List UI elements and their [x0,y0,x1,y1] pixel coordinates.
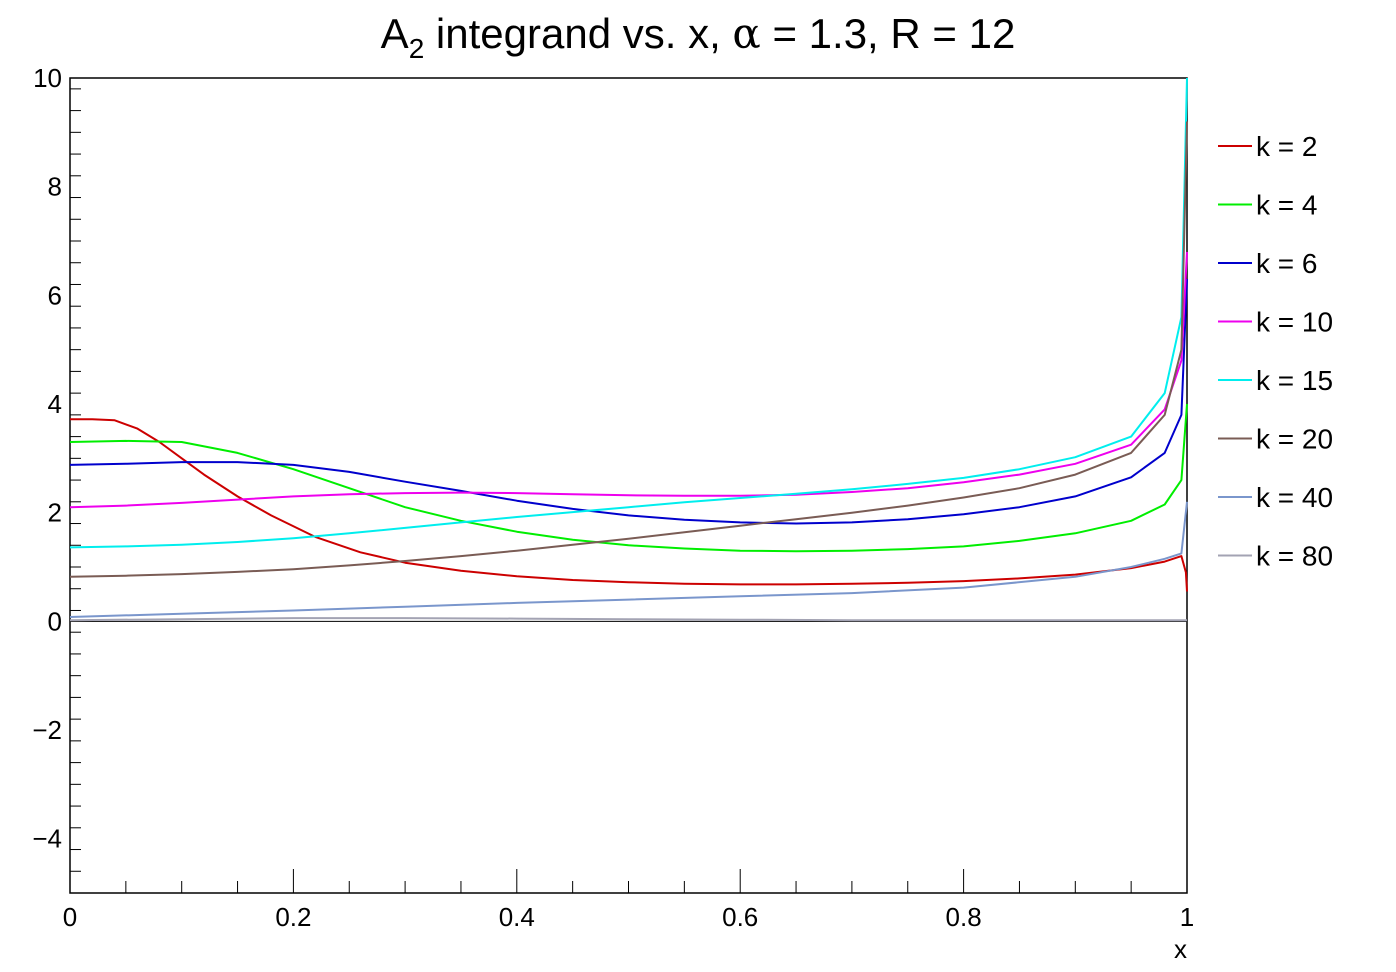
y-tick-label: 10 [33,63,62,93]
y-tick-label: 0 [48,606,62,636]
x-tick-label: 0 [63,902,77,932]
legend-entry-label: k = 2 [1256,131,1317,162]
x-tick-label: 0.8 [946,902,982,932]
chart-title: A2 integrand vs. x, α = 1.3, R = 12 [381,9,1016,64]
legend-entry-label: k = 4 [1256,190,1317,221]
series-line [70,251,1188,509]
y-tick-label: −2 [32,715,62,745]
y-tick-label: 6 [48,280,62,310]
x-tick-label: 0.2 [275,902,311,932]
series-line [70,278,1188,525]
y-tick-label: 2 [48,498,62,528]
legend-entry-label: k = 10 [1256,307,1333,338]
series-line [70,121,1188,578]
legend-entry-label: k = 80 [1256,541,1333,572]
legend: k = 2 k = 4 k = 6 k = 10 k = 15 k = 20 k = 40 k… [1218,131,1333,572]
x-axis-title: x [1174,934,1187,964]
series-line [70,77,1188,549]
series-line [70,418,1188,592]
title-params: = 1.3, R = 12 [761,10,1016,57]
x-tick-label: 0.6 [722,902,758,932]
x-tick-label: 0.4 [499,902,535,932]
legend-entry-label: k = 6 [1256,248,1317,279]
series-line [70,501,1188,618]
legend-entry-label: k = 15 [1256,365,1333,396]
y-tick-label: 4 [48,389,62,419]
plot-frame [69,77,1188,894]
y-tick-label: −4 [32,824,62,854]
title-alpha-symbol: α [732,9,760,58]
series-line [70,617,1187,622]
series-line [70,403,1188,553]
legend-entry-label: k = 20 [1256,424,1333,455]
title-subscript: 2 [409,33,425,64]
y-tick-label: 8 [48,172,62,202]
x-tick-label: 1 [1180,902,1194,932]
title-rest: integrand vs. x, [424,10,732,57]
title-prefix: A [381,10,409,57]
legend-entry-label: k = 40 [1256,482,1333,513]
